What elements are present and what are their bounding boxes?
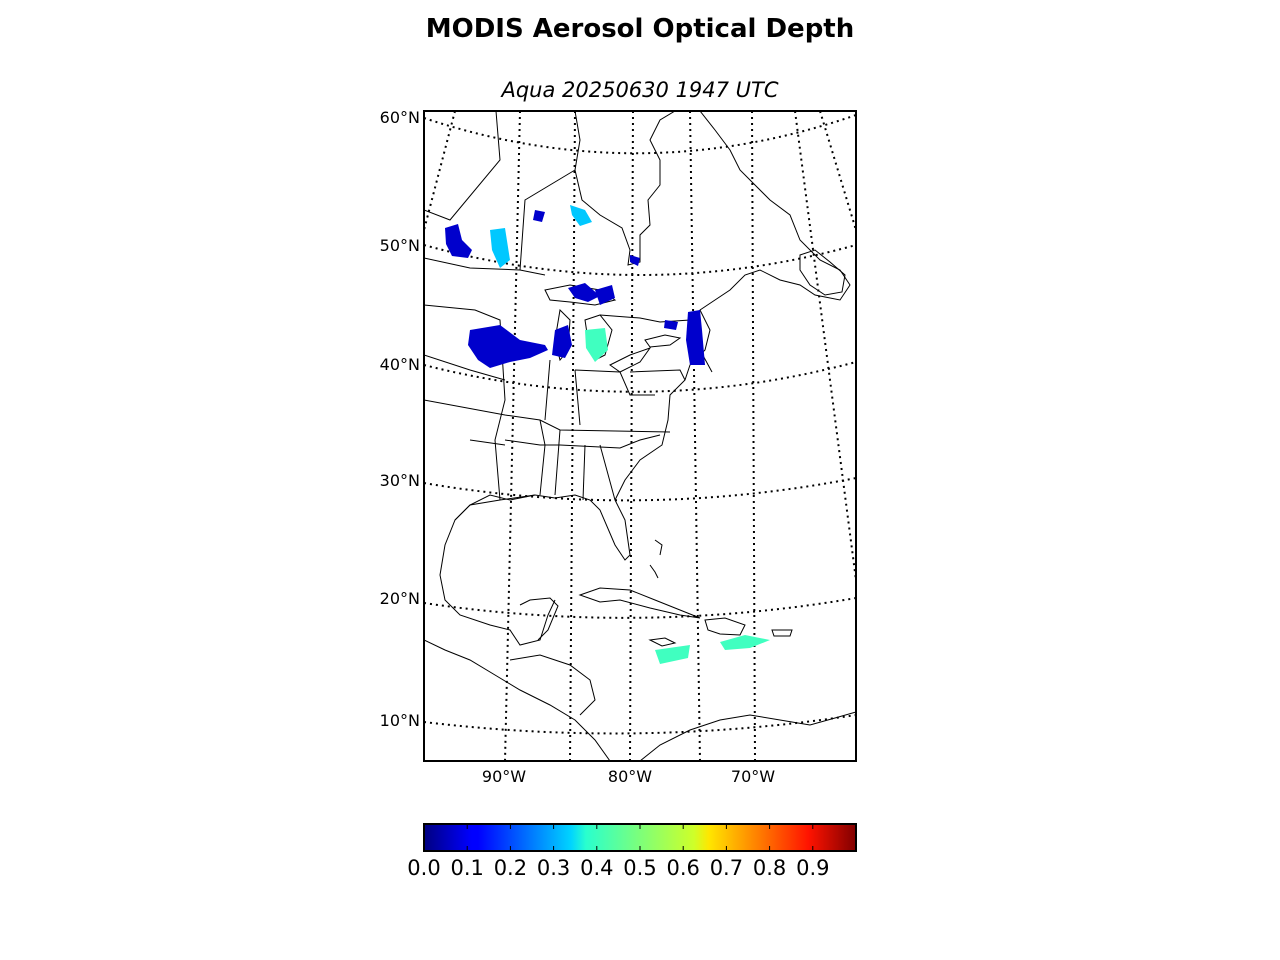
colorbar-tick-label: 0.8: [752, 856, 787, 880]
meridian-90w: [504, 111, 521, 761]
aod-patch: [686, 310, 705, 365]
map-frame: [423, 110, 857, 762]
meridian-100w: [424, 111, 456, 231]
colorbar-tick-label: 0.5: [623, 856, 657, 880]
aod-patch: [664, 320, 678, 330]
parallel-10n: [424, 714, 856, 735]
colorbar-tick-label: 0.1: [450, 856, 484, 880]
aod-patch: [570, 205, 592, 226]
meridian-85w: [569, 111, 576, 761]
colorbar-tick-label: 0.7: [709, 856, 744, 880]
lat-label-40n: 40°N: [379, 355, 420, 374]
lon-label-70w: 70°W: [730, 767, 776, 786]
coastlines: [424, 111, 856, 761]
lat-label-60n: 60°N: [379, 108, 420, 127]
parallel-60n: [424, 114, 856, 155]
aod-patch: [568, 283, 600, 302]
aod-patch: [595, 285, 615, 305]
lat-label-20n: 20°N: [379, 589, 420, 608]
map-content: [424, 111, 856, 761]
parallels: [424, 114, 856, 735]
parallel-40n: [424, 361, 856, 393]
aod-patch: [630, 255, 640, 266]
colorbar-tick-label: 0.4: [580, 856, 614, 880]
meridian-65w: [794, 111, 856, 581]
parallel-20n: [424, 597, 856, 619]
meridian-70w: [751, 111, 756, 761]
colorbar-tick-label: 0.6: [666, 856, 700, 880]
meridians: [424, 111, 856, 761]
colorbar-tick-label: 0.0: [407, 856, 441, 880]
lat-label-10n: 10°N: [379, 711, 420, 730]
aod-patch: [468, 325, 548, 368]
aod-patch: [445, 224, 472, 258]
meridian-60w: [819, 111, 856, 231]
aod-patch: [585, 328, 608, 362]
meridian-75w: [689, 111, 701, 761]
meridian-80w: [629, 111, 634, 761]
lon-label-90w: 90°W: [481, 767, 527, 786]
colorbar-tick-label: 0.9: [796, 856, 830, 880]
lat-label-50n: 50°N: [379, 236, 420, 255]
lon-label-80w: 80°W: [607, 767, 653, 786]
colorbar-frame: [423, 823, 857, 852]
lat-label-30n: 30°N: [379, 471, 420, 490]
chart-title: MODIS Aerosol Optical Depth: [425, 14, 855, 44]
parallel-30n: [424, 477, 856, 502]
aod-patch: [720, 635, 770, 650]
aod-patch: [655, 645, 690, 664]
colorbar-tick-label: 0.3: [536, 856, 571, 880]
chart-subtitle: Aqua 20250630 1947 UTC: [501, 78, 779, 102]
aod-patch: [552, 325, 572, 358]
aod-patch: [533, 210, 545, 222]
aod-patch: [490, 228, 510, 268]
aod-patches: [445, 205, 770, 664]
colorbar-tick-label: 0.2: [493, 856, 528, 880]
parallel-50n: [424, 244, 856, 276]
